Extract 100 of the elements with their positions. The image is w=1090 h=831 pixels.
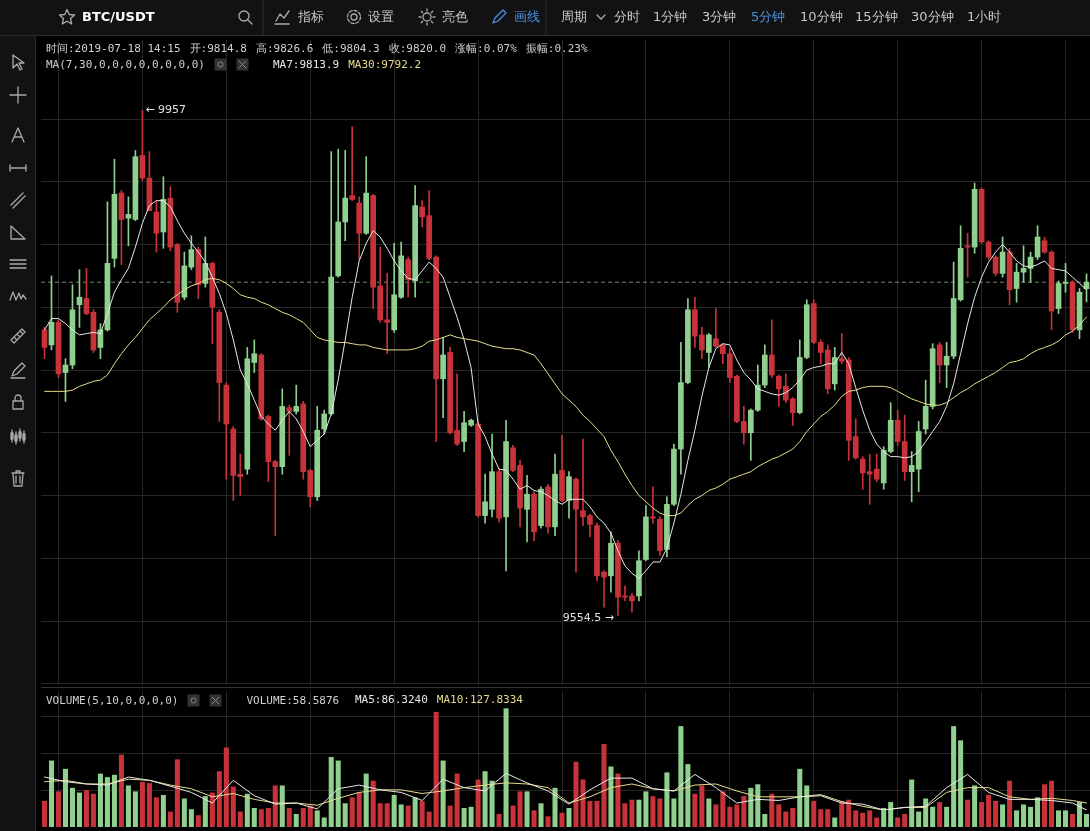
bar <box>279 785 285 827</box>
text: 设置 <box>368 9 394 25</box>
text: 1分钟 <box>653 9 688 25</box>
bar <box>888 802 894 827</box>
bar <box>258 809 264 827</box>
bar <box>321 817 327 827</box>
bar <box>979 802 985 827</box>
text: 3分钟 <box>702 9 737 25</box>
bar <box>678 726 684 827</box>
bar <box>419 800 425 827</box>
text: MA30:9792.2 <box>348 58 422 71</box>
bar <box>181 798 187 827</box>
bar <box>832 817 838 827</box>
bar <box>90 793 96 827</box>
annotation: 时间:2019-07-18 14:15 <box>46 41 181 56</box>
bar <box>342 803 348 827</box>
text: 30分钟 <box>911 9 954 25</box>
bar <box>622 803 628 827</box>
bar <box>1021 804 1027 827</box>
bar <box>461 808 467 827</box>
bar <box>118 754 124 827</box>
text: 画线 <box>514 9 540 25</box>
bar <box>447 805 453 827</box>
bar <box>1076 802 1083 827</box>
bar <box>944 806 950 827</box>
bar <box>545 816 551 827</box>
bar <box>797 768 803 827</box>
text: MA10:127.8334 <box>436 693 523 706</box>
bar <box>244 793 250 827</box>
annotation: 高:9826.6 <box>255 41 314 56</box>
bar <box>993 800 999 827</box>
bar <box>636 799 642 827</box>
bar <box>783 811 789 827</box>
bar <box>601 743 607 827</box>
text: MA7:9813.9 <box>272 58 340 71</box>
bar <box>1083 813 1090 827</box>
bar <box>804 785 810 827</box>
legend-title: MA(7,30,0,0,0,0,0,0,0,0) <box>46 58 205 71</box>
bar <box>426 811 432 827</box>
bar <box>1049 780 1055 827</box>
bar <box>720 791 726 827</box>
bar <box>202 796 208 827</box>
bar <box>111 774 117 827</box>
bar <box>328 756 334 827</box>
bar <box>685 764 691 827</box>
bar <box>286 808 292 827</box>
bar <box>146 783 152 827</box>
bar <box>916 811 922 827</box>
bar <box>125 785 131 827</box>
bar <box>1014 810 1020 827</box>
bar <box>650 796 656 827</box>
bar <box>1035 797 1041 827</box>
bar <box>41 800 48 827</box>
bar <box>1056 810 1062 827</box>
text: 周期 <box>561 9 587 25</box>
bar <box>923 798 929 827</box>
bar <box>363 773 369 827</box>
bar <box>55 791 61 827</box>
bar <box>265 808 271 827</box>
annotation: 开:9814.8 <box>189 41 247 56</box>
bar <box>615 773 621 827</box>
bar <box>965 799 971 827</box>
bar <box>153 797 159 827</box>
bar <box>69 787 75 827</box>
text: 分时 <box>614 9 640 25</box>
bar <box>433 711 439 827</box>
bar <box>188 809 194 827</box>
bar <box>1063 810 1069 827</box>
bar <box>209 792 215 827</box>
bar <box>930 806 936 827</box>
bar <box>335 760 341 827</box>
bar <box>664 772 670 827</box>
text: 5分钟 <box>751 9 786 25</box>
annotation: 收:9820.0 <box>388 41 447 56</box>
bar <box>475 779 481 827</box>
bar <box>874 817 880 827</box>
bar <box>272 785 278 827</box>
bar <box>762 813 768 827</box>
bar <box>48 760 55 827</box>
bar <box>174 759 180 827</box>
bar <box>195 815 201 827</box>
bar <box>769 793 775 827</box>
bar <box>867 810 873 827</box>
bar <box>132 791 138 827</box>
bar <box>594 800 600 827</box>
bar <box>1028 806 1034 827</box>
bar <box>307 805 313 827</box>
bar <box>454 773 460 827</box>
bar <box>566 808 572 827</box>
bar <box>909 779 915 827</box>
bar <box>713 804 719 827</box>
bar <box>727 806 733 827</box>
bar <box>293 813 299 827</box>
bar <box>237 811 243 827</box>
bar <box>370 780 376 827</box>
bar <box>748 787 754 827</box>
bar <box>496 813 502 827</box>
bar <box>846 799 852 827</box>
bar <box>958 740 964 827</box>
annotation: 9554.5 → <box>562 611 614 625</box>
